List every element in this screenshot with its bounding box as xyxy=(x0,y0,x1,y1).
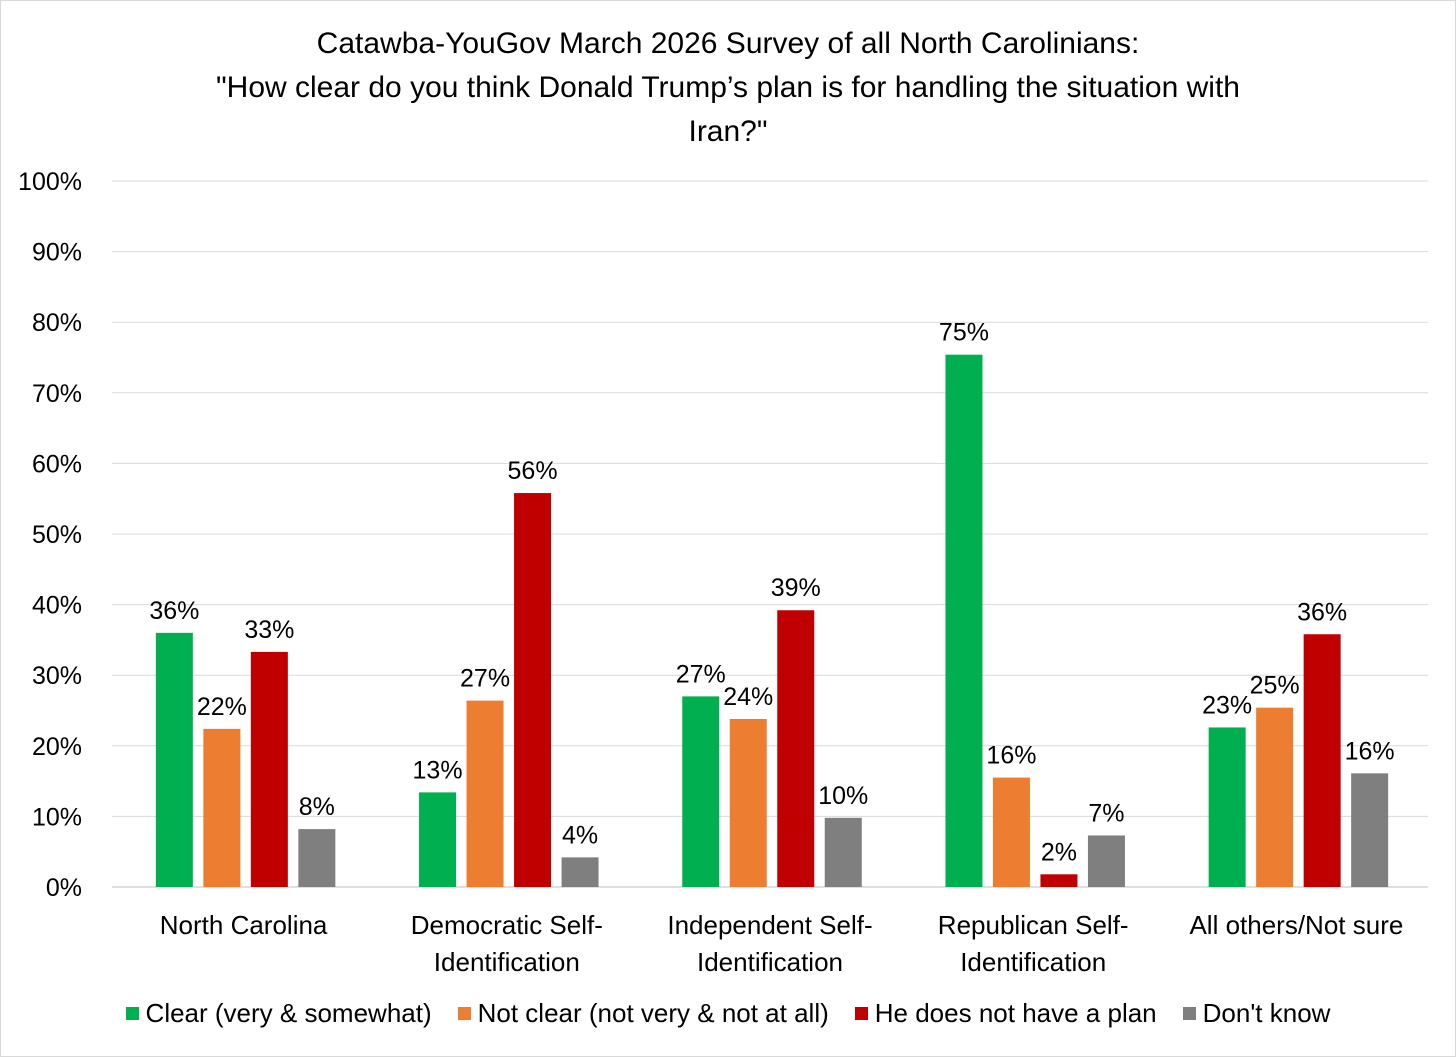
legend-swatch-dont-know xyxy=(1182,1007,1196,1020)
data-label: 24% xyxy=(723,683,773,711)
bar xyxy=(419,792,457,887)
data-label: 10% xyxy=(818,782,868,810)
data-label: 4% xyxy=(562,821,598,849)
y-tick-label: 30% xyxy=(32,662,82,690)
data-label: 27% xyxy=(460,665,510,693)
legend-item-not-clear: Not clear (not very & not at all) xyxy=(457,998,829,1029)
bar xyxy=(945,354,983,887)
y-tick-label: 100% xyxy=(18,168,82,196)
bar xyxy=(1208,727,1246,887)
chart-legend: Clear (very & somewhat) Not clear (not v… xyxy=(0,998,1456,1029)
data-label: 16% xyxy=(1345,737,1395,765)
data-label: 25% xyxy=(1250,672,1300,700)
x-tick-label: Identification xyxy=(697,947,843,977)
bar xyxy=(561,857,599,887)
chart-title-line-3: Iran?" xyxy=(688,115,768,148)
y-tick-label: 10% xyxy=(32,803,82,831)
legend-item-no-plan: He does not have a plan xyxy=(854,998,1157,1029)
data-label: 23% xyxy=(1202,691,1252,719)
bar xyxy=(992,777,1030,887)
bar xyxy=(514,493,552,887)
y-tick-label: 20% xyxy=(32,733,82,761)
legend-label-clear: Clear (very & somewhat) xyxy=(145,998,432,1028)
data-label: 2% xyxy=(1041,838,1077,866)
data-label: 22% xyxy=(197,693,247,721)
data-label: 39% xyxy=(771,574,821,602)
data-label: 56% xyxy=(508,457,558,485)
chart-title-line-1: Catawba-YouGov March 2026 Survey of all … xyxy=(316,27,1140,60)
data-label: 16% xyxy=(986,742,1036,770)
x-tick-label: Republican Self- xyxy=(938,910,1129,940)
bar xyxy=(155,632,193,887)
bar xyxy=(298,829,336,887)
data-label: 36% xyxy=(149,597,199,625)
y-tick-label: 60% xyxy=(32,450,82,478)
x-tick-label: Democratic Self- xyxy=(411,910,603,940)
bar xyxy=(1040,874,1078,887)
bar xyxy=(1256,707,1294,887)
legend-swatch-clear xyxy=(125,1007,139,1020)
bar xyxy=(729,718,767,887)
legend-label-dont-know: Don't know xyxy=(1202,998,1331,1028)
chart-title-line-2: "How clear do you think Donald Trump’s p… xyxy=(216,71,1240,104)
bar xyxy=(1303,634,1341,887)
bar xyxy=(682,696,720,887)
legend-label-no-plan: He does not have a plan xyxy=(874,998,1157,1028)
data-label: 33% xyxy=(244,616,294,644)
x-tick-label: Identification xyxy=(960,947,1106,977)
legend-swatch-not-clear xyxy=(457,1007,471,1020)
y-tick-label: 70% xyxy=(32,380,82,408)
y-tick-label: 40% xyxy=(32,592,82,620)
legend-label-not-clear: Not clear (not very & not at all) xyxy=(477,998,829,1028)
y-tick-label: 0% xyxy=(46,874,82,902)
y-tick-label: 50% xyxy=(32,521,82,549)
legend-item-clear: Clear (very & somewhat) xyxy=(125,998,432,1029)
x-tick-label: All others/Not sure xyxy=(1189,910,1403,940)
x-tick-label: North Carolina xyxy=(160,910,328,940)
data-label: 75% xyxy=(939,319,989,347)
x-tick-label: Independent Self- xyxy=(667,910,872,940)
y-tick-label: 90% xyxy=(32,239,82,267)
data-label: 36% xyxy=(1297,598,1347,626)
y-tick-label: 80% xyxy=(32,309,82,337)
bar xyxy=(250,651,288,887)
data-label: 7% xyxy=(1088,799,1124,827)
data-label: 13% xyxy=(413,756,463,784)
x-tick-label: Identification xyxy=(434,947,580,977)
legend-swatch-no-plan xyxy=(854,1007,868,1020)
bar xyxy=(1351,773,1389,887)
data-label: 27% xyxy=(676,660,726,688)
legend-item-dont-know: Don't know xyxy=(1182,998,1331,1029)
bar xyxy=(824,817,862,887)
chart-title: Catawba-YouGov March 2026 Survey of all … xyxy=(0,22,1456,154)
bar xyxy=(466,700,504,887)
bar xyxy=(777,610,815,887)
data-label: 8% xyxy=(299,793,335,821)
bar xyxy=(1087,835,1125,887)
bar xyxy=(203,728,241,887)
